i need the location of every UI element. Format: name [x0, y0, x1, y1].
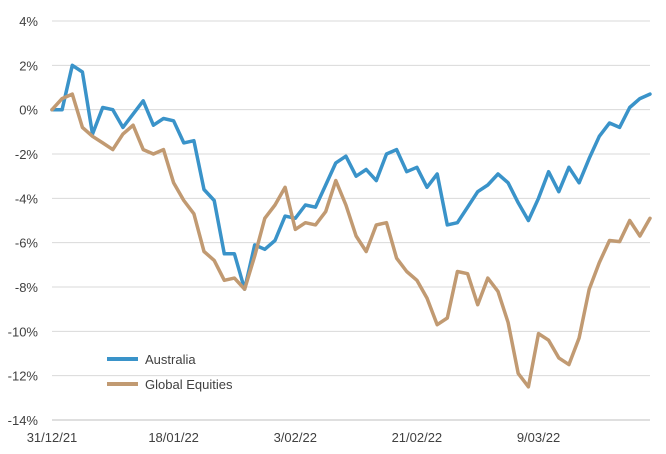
legend-label-australia: Australia — [145, 352, 196, 367]
y-tick-label: -4% — [15, 191, 39, 206]
legend-item-global-equities: Global Equities — [107, 377, 233, 392]
x-tick-label: 18/01/22 — [148, 430, 199, 445]
legend-item-australia: Australia — [107, 352, 196, 367]
y-tick-label: -14% — [8, 413, 39, 428]
legend-label-global-equities: Global Equities — [145, 377, 233, 392]
legend: Australia Global Equities — [107, 352, 233, 392]
x-tick-label: 31/12/21 — [27, 430, 78, 445]
y-axis-tick-labels: 4% 2% 0% -2% -4% -6% -8% -10% -12% -14% — [8, 14, 39, 428]
y-tick-label: 0% — [19, 103, 38, 118]
y-tick-label: -2% — [15, 147, 39, 162]
y-tick-label: -6% — [15, 236, 39, 251]
x-tick-label: 21/02/22 — [392, 430, 443, 445]
series-line-australia — [50, 63, 652, 291]
y-tick-label: 2% — [19, 58, 38, 73]
y-tick-label: -12% — [8, 369, 39, 384]
x-axis-tick-labels: 31/12/21 18/01/22 3/02/22 21/02/22 9/03/22 — [27, 430, 561, 445]
y-tick-label: 4% — [19, 14, 38, 29]
x-tick-label: 9/03/22 — [517, 430, 560, 445]
series-lines — [50, 63, 652, 389]
series-line-global-equities — [50, 92, 652, 389]
x-tick-label: 3/02/22 — [274, 430, 317, 445]
y-tick-label: -10% — [8, 324, 39, 339]
y-tick-label: -8% — [15, 280, 39, 295]
